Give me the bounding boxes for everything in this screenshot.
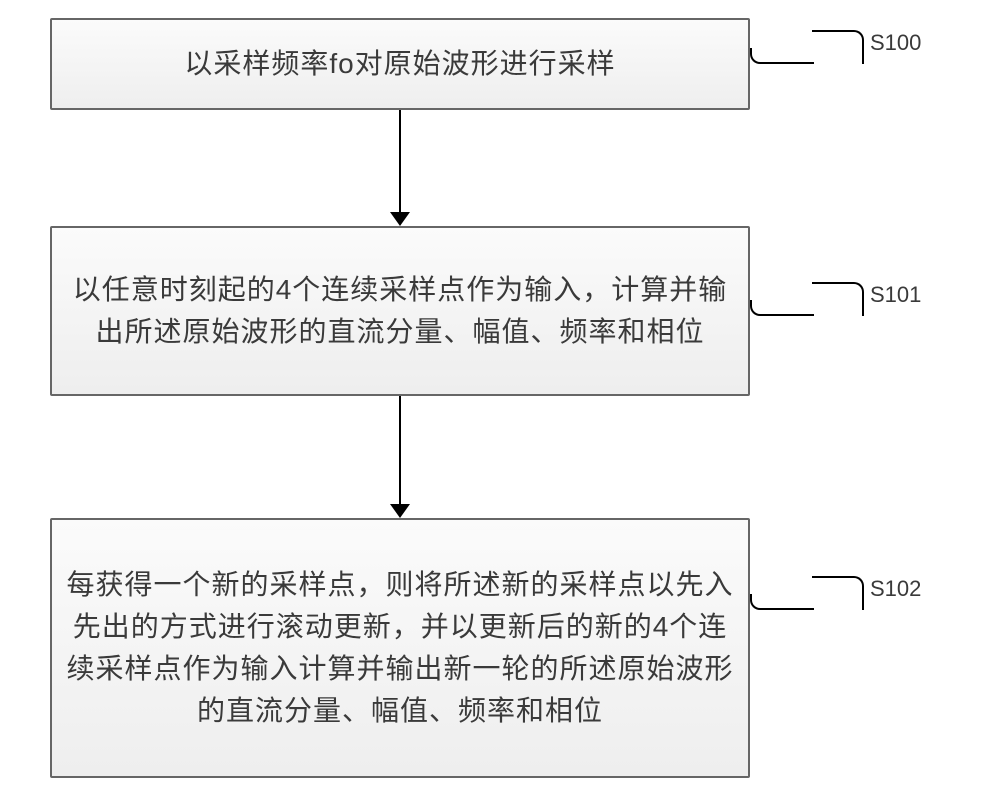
flowchart-canvas: 以采样频率fo对原始波形进行采样 以任意时刻起的4个连续采样点作为输入，计算并输… (0, 0, 1000, 798)
step-label-s101: S101 (870, 282, 921, 308)
flow-step-s101: 以任意时刻起的4个连续采样点作为输入，计算并输出所述原始波形的直流分量、幅值、频… (50, 226, 750, 396)
label-connector-s100-tail (750, 48, 814, 64)
arrow-s100-s101 (399, 110, 401, 212)
label-connector-s102-tail (750, 594, 814, 610)
flow-step-s101-text: 以任意时刻起的4个连续采样点作为输入，计算并输出所述原始波形的直流分量、幅值、频… (52, 269, 748, 353)
step-label-s100: S100 (870, 30, 921, 56)
arrow-head-icon (390, 212, 410, 226)
label-connector-s102 (812, 576, 864, 610)
label-connector-s100 (812, 30, 864, 64)
flow-step-s102-text: 每获得一个新的采样点，则将所述新的采样点以先入先出的方式进行滚动更新，并以更新后… (52, 564, 748, 732)
arrow-s101-s102 (399, 396, 401, 504)
flow-step-s100-text: 以采样频率fo对原始波形进行采样 (52, 43, 748, 85)
arrow-head-icon (390, 504, 410, 518)
flow-step-s102: 每获得一个新的采样点，则将所述新的采样点以先入先出的方式进行滚动更新，并以更新后… (50, 518, 750, 778)
label-connector-s101-tail (750, 300, 814, 316)
step-label-s102: S102 (870, 576, 921, 602)
flow-step-s100: 以采样频率fo对原始波形进行采样 (50, 18, 750, 110)
label-connector-s101 (812, 282, 864, 316)
